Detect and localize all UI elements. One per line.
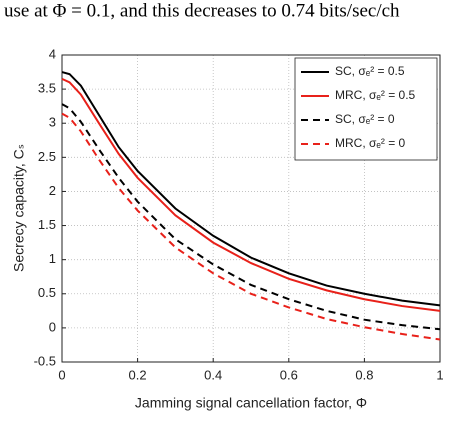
series-line [61, 103, 441, 331]
y-tick-label: -0.5 [34, 353, 56, 368]
y-tick-label: 4 [49, 46, 56, 61]
axes-frame [61, 54, 441, 363]
y-tick-label: 0 [49, 319, 56, 334]
legend-label: MRC, σₑ² = 0.5 [335, 88, 416, 102]
x-tick-label: 0.8 [355, 367, 373, 382]
series-line [61, 71, 441, 307]
x-tick-label: 0 [58, 367, 65, 382]
x-tick-label: 0.6 [280, 367, 298, 382]
y-axis-label: Secrecy capacity, Cₛ [11, 144, 27, 272]
y-tick-label: 2.5 [38, 149, 56, 164]
legend-label: MRC, σₑ² = 0 [335, 136, 406, 150]
series-line [61, 112, 441, 341]
x-tick-label: 0.2 [129, 367, 147, 382]
x-tick-label: 0.4 [204, 367, 222, 382]
header-text: use at Φ = 0.1, and this decreases to 0.… [4, 0, 400, 21]
legend-label: SC, σₑ² = 0 [335, 112, 395, 126]
y-tick-label: 3.5 [38, 81, 56, 96]
y-tick-label: 1.5 [38, 217, 56, 232]
x-axis-label: Jamming signal cancellation factor, Φ [135, 395, 367, 411]
x-tick-label: 1 [436, 367, 443, 382]
y-tick-label: 2 [49, 183, 56, 198]
legend-label: SC, σₑ² = 0.5 [335, 64, 405, 78]
y-tick-label: 1 [49, 251, 56, 266]
y-tick-label: 0.5 [38, 285, 56, 300]
y-tick-label: 3 [49, 115, 56, 130]
series-line [61, 77, 441, 312]
